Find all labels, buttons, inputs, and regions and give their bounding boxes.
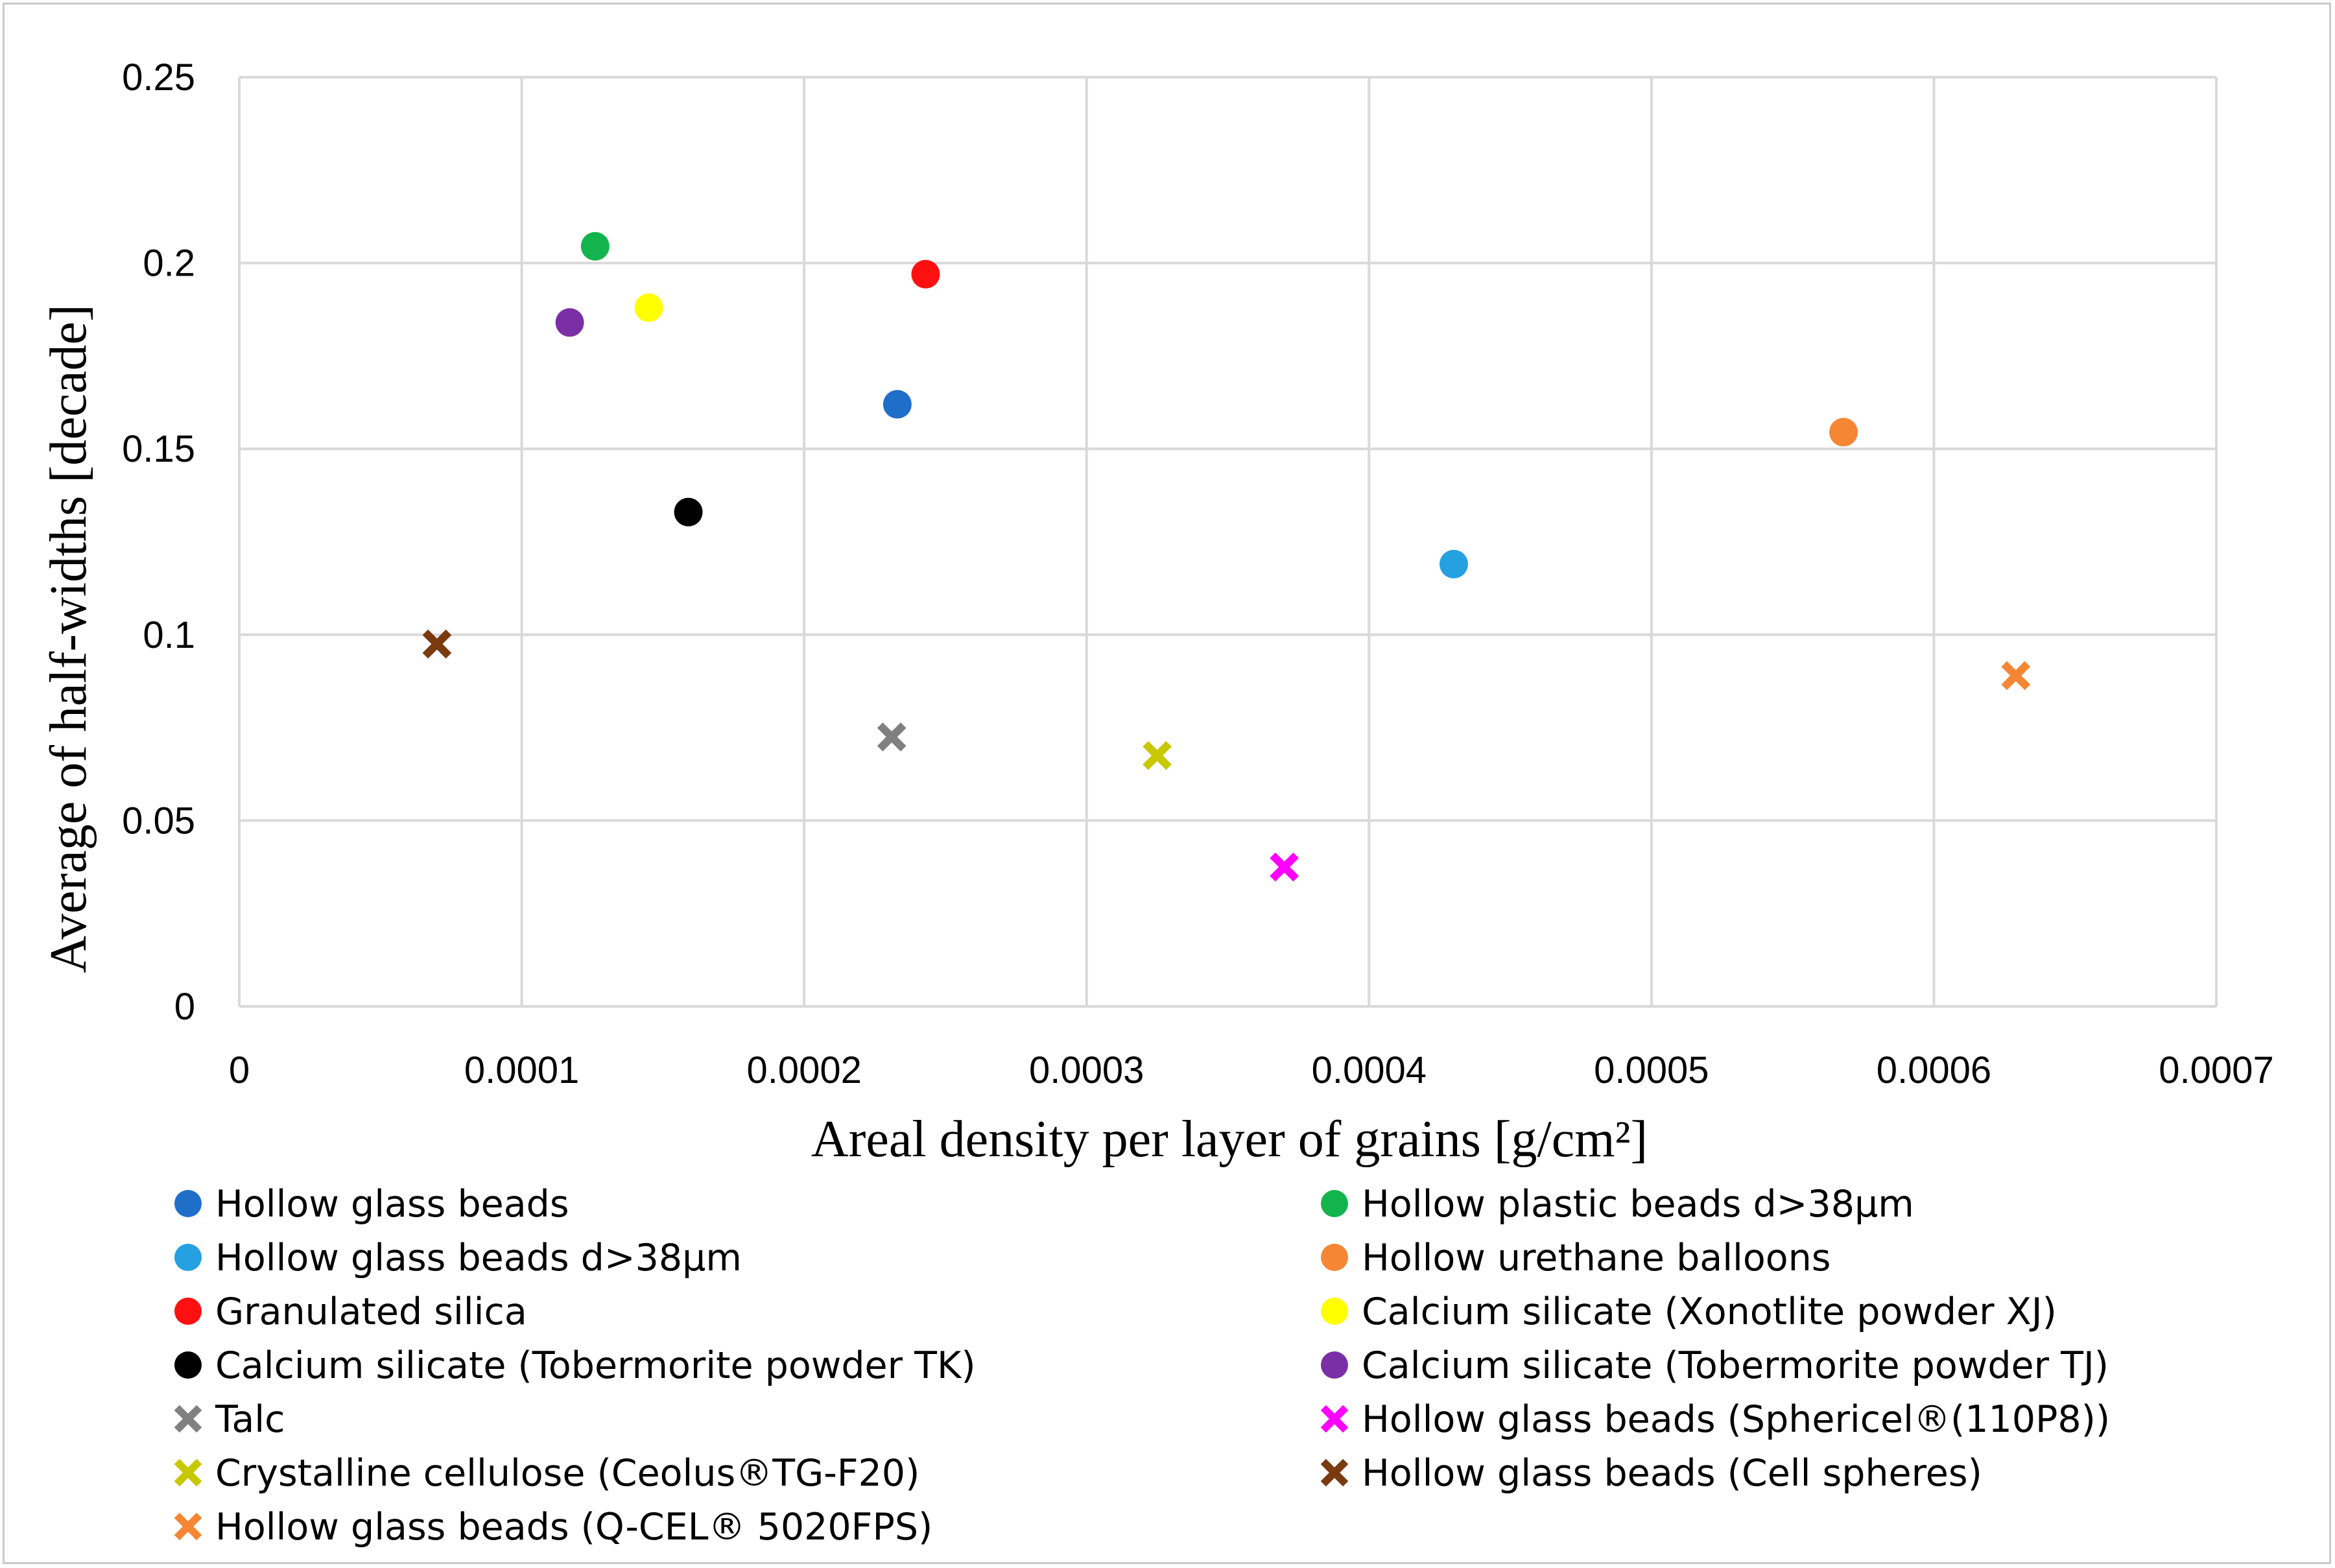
legend-item: Hollow glass beads — [174, 1183, 569, 1226]
legend-item: Hollow glass beads (Q-CEL® 5020FPS) — [174, 1506, 932, 1549]
data-points — [422, 232, 2031, 882]
legend-label: Calcium silicate (Tobermorite powder TJ) — [1362, 1344, 2109, 1387]
data-point — [1439, 549, 1468, 578]
legend-item: Calcium silicate (Tobermorite powder TK) — [174, 1344, 976, 1387]
y-axis-ticks: 0 0.05 0.1 0.15 0.2 0.25 — [122, 56, 195, 1028]
y-tick-label: 0 — [174, 986, 195, 1028]
legend-item: Hollow glass beads d>38μm — [174, 1237, 742, 1279]
legend-marker — [174, 1298, 202, 1325]
data-point — [1270, 852, 1299, 882]
x-tick-label: 0.0007 — [2159, 1049, 2273, 1091]
gridlines — [238, 76, 2218, 1008]
y-axis-title: Average of half-widths [decade] — [40, 304, 97, 973]
x-axis-title: Areal density per layer of grains [g/cm²… — [811, 1111, 1648, 1168]
legend-item: Granulated silica — [174, 1290, 527, 1333]
y-tick-label: 0.1 — [143, 614, 195, 656]
data-point — [580, 232, 610, 261]
legend-item: Hollow glass beads (Cell spheres) — [1320, 1452, 1982, 1495]
legend-label: Hollow glass beads (Sphericel®(110P8)) — [1362, 1398, 2110, 1441]
x-tick-label: 0.0005 — [1594, 1049, 1709, 1091]
legend-label: Hollow glass beads (Q-CEL® 5020FPS) — [215, 1506, 932, 1549]
legend-label: Hollow glass beads (Cell spheres) — [1362, 1452, 1982, 1495]
legend-item: Hollow plastic beads d>38μm — [1321, 1183, 1914, 1226]
data-point — [877, 722, 907, 752]
legend-item: Calcium silicate (Tobermorite powder TJ) — [1321, 1344, 2109, 1387]
data-point — [634, 293, 663, 322]
data-point — [1143, 741, 1172, 770]
y-tick-label: 0.2 — [143, 243, 195, 285]
x-tick-label: 0 — [229, 1049, 250, 1091]
data-point — [2001, 661, 2031, 691]
legend-item: Hollow glass beads (Sphericel®(110P8)) — [1320, 1398, 2110, 1441]
x-tick-label: 0.0002 — [746, 1049, 861, 1091]
legend-label: Crystalline cellulose (Ceolus®TG-F20) — [215, 1452, 919, 1495]
x-tick-label: 0.0004 — [1312, 1049, 1427, 1091]
x-tick-label: 0.0006 — [1877, 1049, 1991, 1091]
legend-label: Granulated silica — [215, 1290, 527, 1333]
data-point — [674, 497, 703, 527]
legend-marker — [1321, 1190, 1348, 1217]
legend-marker — [1321, 1244, 1348, 1271]
data-point — [883, 390, 912, 419]
legend-label: Hollow urethane balloons — [1362, 1237, 1831, 1279]
legend-label: Hollow plastic beads d>38μm — [1362, 1183, 1914, 1226]
legend-item: Talc — [174, 1398, 285, 1441]
data-point — [555, 308, 584, 337]
y-tick-label: 0.15 — [122, 428, 195, 470]
y-tick-label: 0.05 — [122, 800, 195, 842]
legend-marker — [174, 1512, 202, 1541]
legend-marker — [1320, 1458, 1349, 1487]
legend-label: Talc — [215, 1398, 285, 1441]
legend-item: Crystalline cellulose (Ceolus®TG-F20) — [174, 1452, 919, 1495]
legend-item: Hollow urethane balloons — [1321, 1237, 1831, 1279]
x-tick-label: 0.0001 — [464, 1049, 579, 1091]
x-tick-label: 0.0003 — [1029, 1049, 1144, 1091]
x-axis-ticks: 0 0.0001 0.0002 0.0003 0.0004 0.0005 0.0006 0.0… — [229, 1049, 2274, 1091]
data-point — [422, 629, 452, 659]
legend-label: Hollow glass beads d>38μm — [215, 1237, 742, 1279]
legend-marker — [174, 1351, 202, 1379]
legend-marker — [1321, 1351, 1348, 1379]
legend-label: Calcium silicate (Xonotlite powder XJ) — [1362, 1290, 2057, 1333]
legend: Hollow glass beads Hollow plastic beads d… — [174, 1183, 2110, 1549]
legend-label: Hollow glass beads — [215, 1183, 569, 1226]
legend-marker — [174, 1458, 202, 1487]
y-tick-label: 0.25 — [122, 56, 195, 99]
legend-marker — [174, 1405, 202, 1433]
legend-label: Calcium silicate (Tobermorite powder TK) — [215, 1344, 976, 1387]
legend-marker — [1321, 1298, 1348, 1325]
legend-marker — [174, 1244, 202, 1271]
legend-marker — [1320, 1405, 1349, 1433]
data-point — [911, 259, 940, 289]
data-point — [1829, 418, 1858, 447]
legend-item: Calcium silicate (Xonotlite powder XJ) — [1321, 1290, 2057, 1333]
legend-marker — [174, 1190, 202, 1217]
